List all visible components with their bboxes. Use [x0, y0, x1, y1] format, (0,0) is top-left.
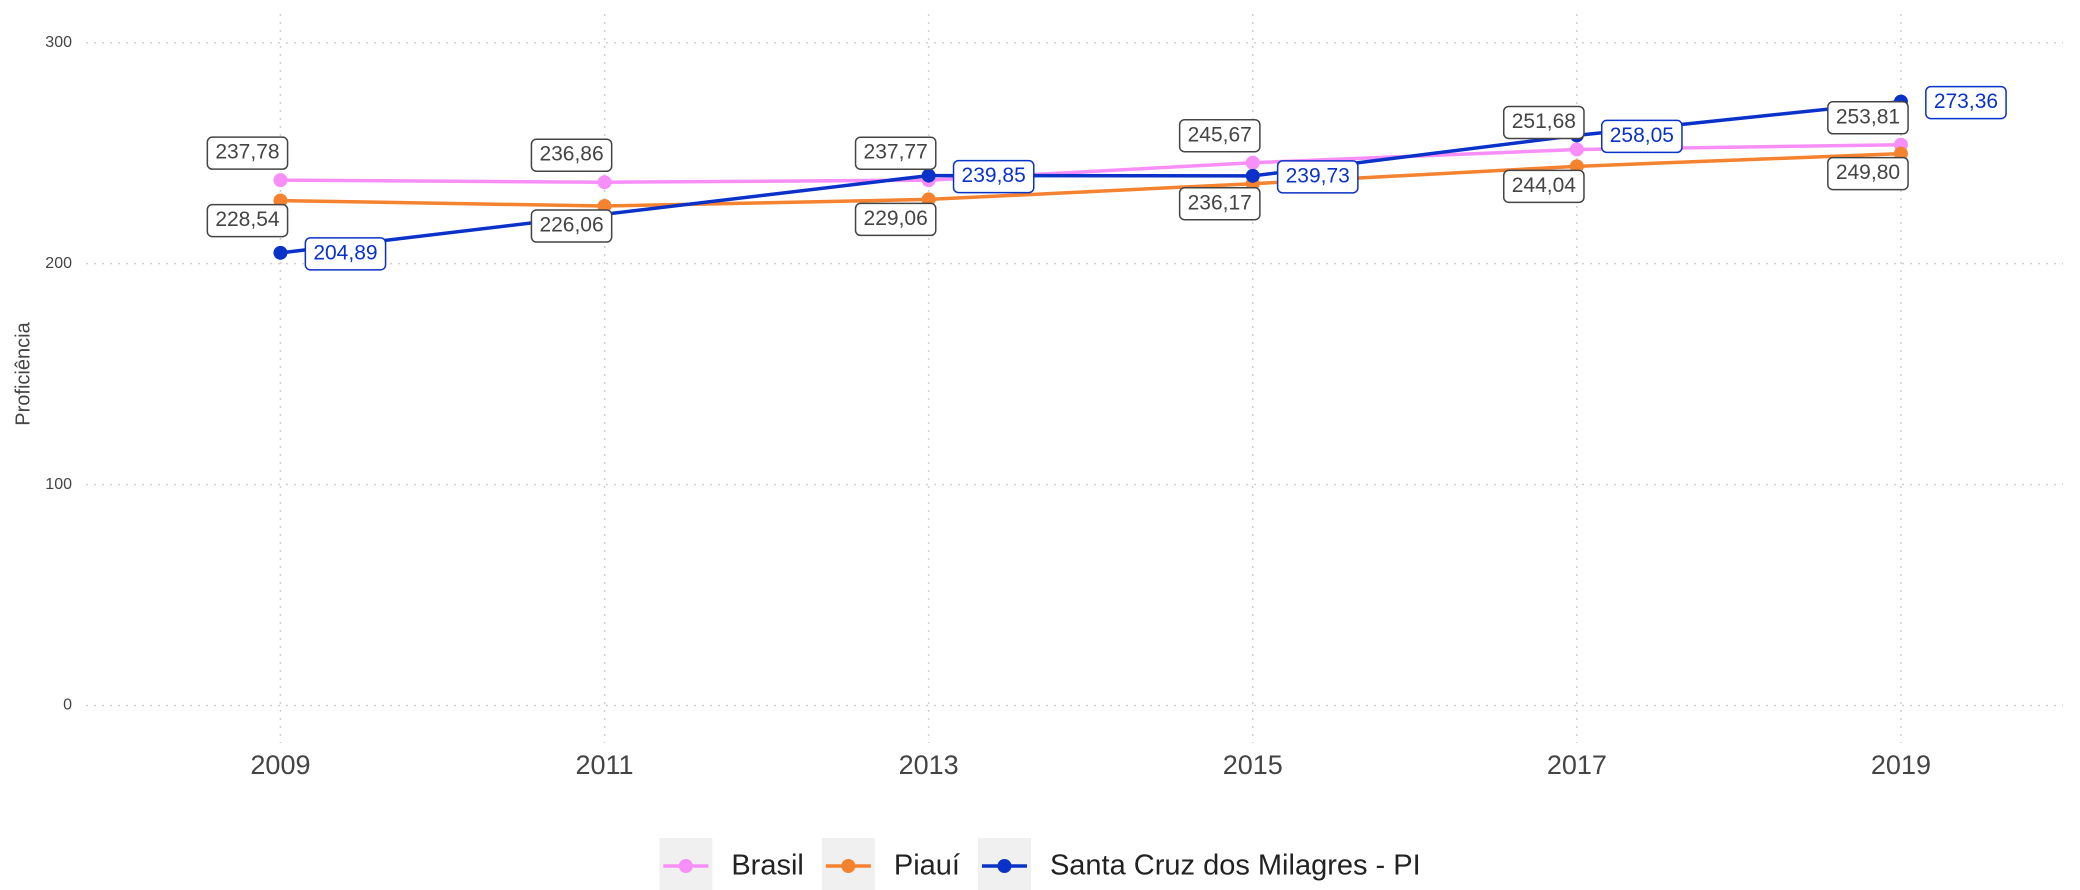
data-label: 237,78: [206, 136, 289, 170]
data-label-text: 228,54: [215, 208, 280, 231]
label-box: [854, 202, 937, 237]
y-tick-label: 100: [45, 476, 72, 493]
legend-key-dot: [841, 859, 856, 873]
label-box: [1276, 160, 1359, 194]
data-label: 236,86: [530, 138, 613, 172]
data-label-text: 239,85: [962, 164, 1026, 187]
x-tick-label: 2011: [576, 750, 634, 780]
label-box: [1600, 119, 1683, 154]
data-label: 245,67: [1178, 118, 1261, 153]
label-box: [1502, 105, 1585, 140]
legend-label: Piauí: [894, 850, 960, 882]
data-label-text: 237,77: [864, 141, 928, 164]
point: [921, 168, 936, 183]
label-box: [1827, 101, 1909, 135]
point: [273, 245, 288, 260]
data-label: 244,04: [1502, 169, 1585, 204]
point: [273, 173, 288, 188]
data-label: 236,17: [1178, 186, 1261, 221]
data-label-text: 229,06: [864, 207, 928, 230]
line: [280, 151, 1902, 208]
label-box: [1925, 85, 2007, 120]
data-label: 253,81: [1827, 101, 1909, 135]
data-label: 204,89: [304, 237, 387, 271]
label-box: [1502, 169, 1585, 204]
data-label-text: 258,05: [1610, 124, 1674, 147]
data-label-text: 245,67: [1188, 123, 1252, 146]
legend-item: Brasil: [659, 838, 804, 890]
data-label: 249,80: [1827, 156, 1909, 191]
data-label-text: 273,36: [1934, 90, 1998, 113]
point: [597, 175, 612, 190]
label-box: [952, 159, 1035, 194]
data-label-text: 253,81: [1836, 105, 1900, 128]
data-label-text: 249,80: [1836, 161, 1900, 184]
legend-key-dot: [678, 859, 693, 873]
data-label-text: 204,89: [313, 241, 377, 264]
data-label: 226,06: [530, 209, 613, 243]
data-label-text: 236,86: [539, 143, 603, 166]
y-tick-label: 200: [45, 255, 72, 272]
legend-label: Santa Cruz dos Milagres - PI: [1050, 850, 1421, 882]
data-label: 251,68: [1502, 105, 1585, 140]
data-label: 258,05: [1600, 119, 1683, 154]
y-axis-title: Proficiência: [12, 321, 34, 425]
x-tick-label: 2013: [899, 750, 959, 780]
point: [1245, 168, 1260, 183]
label-box: [854, 136, 937, 170]
label-box: [206, 136, 289, 170]
label-box: [304, 237, 387, 271]
label-box: [530, 138, 613, 172]
data-label: 273,36: [1925, 85, 2007, 120]
data-label: 237,77: [854, 136, 937, 170]
point: [1245, 155, 1260, 170]
data-label: 228,54: [206, 203, 289, 238]
label-box: [1178, 118, 1261, 153]
data-label-text: 251,68: [1512, 110, 1576, 133]
data-label-text: 244,04: [1512, 174, 1577, 197]
label-box: [1827, 156, 1909, 191]
x-tick-label: 2017: [1547, 750, 1607, 780]
legend-item: Santa Cruz dos Milagres - PI: [977, 838, 1421, 890]
label-box: [530, 209, 613, 243]
data-label-text: 239,73: [1286, 164, 1350, 187]
x-tick-label: 2015: [1223, 750, 1283, 780]
y-tick-label: 300: [45, 34, 72, 51]
point: [1569, 142, 1584, 157]
legend-item: Piauí: [821, 838, 960, 890]
x-tick-label: 2009: [250, 750, 310, 780]
data-label: 239,85: [952, 159, 1035, 194]
data-label: 239,73: [1276, 160, 1359, 194]
legend-label: Brasil: [731, 850, 804, 882]
label-box: [206, 203, 289, 238]
label-box: [1178, 186, 1261, 221]
data-label-text: 226,06: [539, 214, 603, 237]
data-label-text: 237,78: [215, 141, 279, 164]
data-label: 229,06: [854, 202, 937, 237]
x-tick-label: 2019: [1871, 750, 1931, 780]
y-tick-label: 0: [63, 697, 72, 714]
legend-key-dot: [997, 859, 1012, 873]
data-label-text: 236,17: [1188, 191, 1252, 214]
